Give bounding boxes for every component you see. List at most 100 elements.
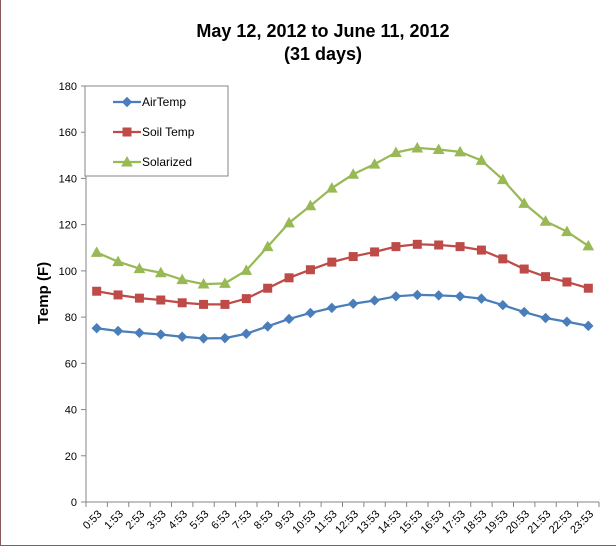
data-point-airtemp xyxy=(454,291,466,302)
data-point-airtemp xyxy=(91,322,102,334)
data-point-solarized xyxy=(539,215,552,226)
legend-marker-solarized xyxy=(121,155,133,167)
x-tick-label: 2:53 xyxy=(124,508,148,532)
data-point-airtemp xyxy=(476,293,487,304)
x-tick-label: 4:53 xyxy=(166,508,190,532)
y-tick-label: 140 xyxy=(59,173,77,185)
data-point-airtemp xyxy=(433,290,444,301)
x-tick-label: 23:53 xyxy=(568,508,596,536)
data-point-airtemp xyxy=(390,291,402,302)
legend-marker-soil-temp xyxy=(122,127,132,137)
data-point-airtemp xyxy=(219,332,231,344)
data-point-airtemp xyxy=(176,331,188,342)
data-point-airtemp xyxy=(412,289,423,301)
chart-title: May 12, 2012 to June 11, 2012 xyxy=(196,21,450,41)
data-point-soil-temp xyxy=(284,273,294,283)
y-tick-label: 100 xyxy=(59,266,77,278)
legend-label-soil-temp: Soil Temp xyxy=(142,125,195,139)
data-point-solarized xyxy=(325,182,338,193)
data-point-airtemp xyxy=(497,299,509,311)
x-tick-label: 1:53 xyxy=(102,508,126,532)
data-point-soil-temp xyxy=(156,295,166,305)
data-point-soil-temp xyxy=(327,257,337,267)
data-point-soil-temp xyxy=(541,272,551,282)
data-point-airtemp xyxy=(134,327,145,339)
x-tick-label: 22:53 xyxy=(547,508,575,536)
data-point-soil-temp xyxy=(455,242,465,252)
series-line-soil-temp xyxy=(96,243,589,306)
data-point-solarized xyxy=(176,273,189,285)
data-point-soil-temp xyxy=(412,239,422,249)
data-point-soil-temp xyxy=(92,286,102,296)
data-point-solarized xyxy=(368,158,381,169)
series-airtemp xyxy=(91,289,594,344)
data-point-airtemp xyxy=(112,325,124,337)
y-tick-label: 20 xyxy=(65,451,77,463)
data-point-soil-temp xyxy=(562,277,572,287)
data-point-soil-temp xyxy=(220,299,230,309)
x-tick-label: 12:53 xyxy=(333,508,361,536)
data-point-airtemp xyxy=(369,295,380,306)
data-point-solarized xyxy=(261,240,274,252)
data-point-airtemp xyxy=(283,313,295,325)
y-tick-label: 180 xyxy=(59,81,77,93)
data-point-soil-temp xyxy=(583,283,593,293)
y-tick-label: 120 xyxy=(59,220,77,232)
legend-marker-airtemp xyxy=(121,96,133,108)
y-tick-label: 60 xyxy=(65,358,77,370)
x-tick-label: 14:53 xyxy=(376,508,404,536)
data-point-solarized xyxy=(454,145,466,157)
x-tick-label: 20:53 xyxy=(504,508,532,536)
data-point-solarized xyxy=(154,266,167,278)
legend-item-airtemp: AirTemp xyxy=(113,95,186,109)
data-point-soil-temp xyxy=(177,298,187,308)
data-point-solarized xyxy=(219,277,231,288)
data-point-soil-temp xyxy=(305,265,315,275)
x-tick-label: 5:53 xyxy=(188,508,212,532)
data-point-airtemp xyxy=(347,298,359,309)
data-point-solarized xyxy=(496,173,509,185)
x-tick-label: 17:53 xyxy=(440,508,468,536)
data-point-soil-temp xyxy=(241,294,251,304)
data-point-soil-temp xyxy=(498,254,508,264)
data-point-airtemp xyxy=(241,328,252,339)
data-point-soil-temp xyxy=(199,299,209,309)
data-point-solarized xyxy=(90,246,103,257)
series-soil-temp xyxy=(92,239,593,309)
y-tick-label: 0 xyxy=(71,497,77,509)
data-point-soil-temp xyxy=(391,242,401,252)
data-point-soil-temp xyxy=(113,290,123,300)
data-point-soil-temp xyxy=(348,252,358,262)
series-solarized xyxy=(90,141,595,289)
data-point-solarized xyxy=(518,197,531,208)
series-layer xyxy=(90,141,595,344)
legend-item-soil-temp: Soil Temp xyxy=(113,125,195,139)
data-point-solarized xyxy=(112,255,124,267)
legend-label-airtemp: AirTemp xyxy=(142,95,186,109)
data-point-soil-temp xyxy=(434,240,444,250)
data-point-airtemp xyxy=(518,306,530,318)
data-point-solarized xyxy=(197,278,210,289)
y-tick-label: 160 xyxy=(59,127,77,139)
x-tick-label: 10:53 xyxy=(290,508,318,536)
data-point-solarized xyxy=(133,262,146,274)
y-tick-label: 40 xyxy=(65,405,77,417)
x-tick-label: 16:53 xyxy=(419,508,447,536)
legend-item-solarized: Solarized xyxy=(113,155,192,169)
data-point-soil-temp xyxy=(476,245,486,255)
data-point-solarized xyxy=(283,216,295,228)
chart-subtitle: (31 days) xyxy=(283,44,363,64)
x-tick-label: 6:53 xyxy=(209,508,233,532)
x-tick-labels: 0:531:532:533:534:535:536:537:538:539:53… xyxy=(81,508,596,536)
data-point-soil-temp xyxy=(519,264,529,274)
data-point-airtemp xyxy=(305,307,316,319)
data-point-solarized xyxy=(304,199,317,211)
x-tick-label: 13:53 xyxy=(354,508,382,536)
data-point-airtemp xyxy=(262,321,273,332)
data-point-solarized xyxy=(347,168,360,179)
data-point-solarized xyxy=(475,154,488,165)
chart-title-block: May 12, 2012 to June 11, 2012 (31 days) xyxy=(1,20,616,66)
x-tick-label: 7:53 xyxy=(231,508,255,532)
